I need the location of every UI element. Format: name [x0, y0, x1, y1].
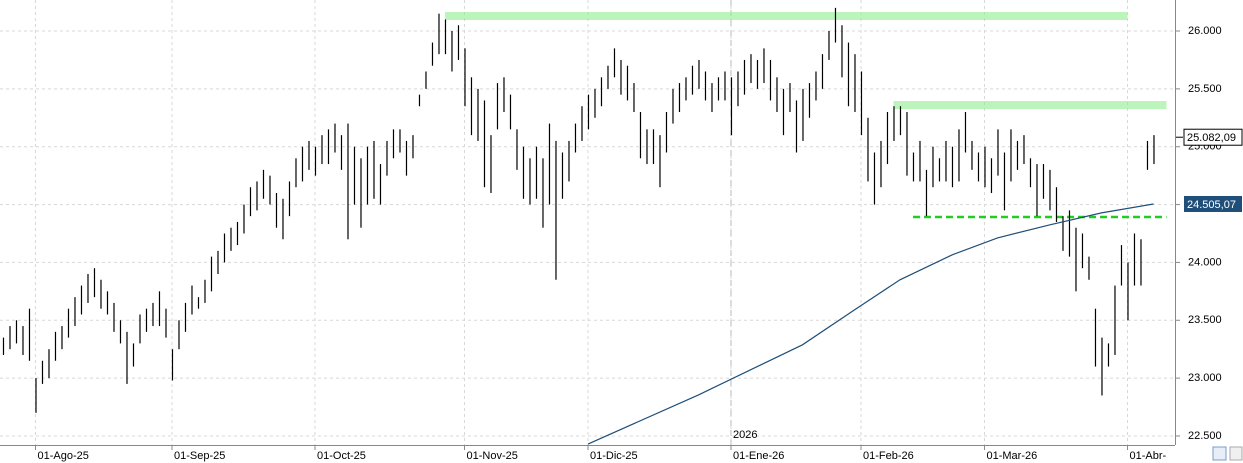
- last-price-box: [1183, 128, 1243, 146]
- x-tick-label: 01-Oct-25: [317, 450, 366, 462]
- add-icon[interactable]: [1229, 446, 1243, 461]
- x-tick-label: 01-Abr-: [1129, 450, 1166, 462]
- save-icon[interactable]: [1212, 446, 1227, 461]
- x-tick-label: 01-Feb-26: [863, 450, 914, 462]
- y-tick-label: 26.000: [1188, 25, 1222, 37]
- x-tick-label: 01-Mar-26: [986, 450, 1037, 462]
- y-tick-label: 24.000: [1188, 256, 1222, 268]
- last-price-label: 25.082,09: [1187, 132, 1236, 144]
- ma-label-box: [1184, 195, 1242, 212]
- x-tick-label: 01-Ago-25: [37, 450, 88, 462]
- y-tick-label: 25.500: [1188, 83, 1222, 95]
- y-tick-label: 23.000: [1188, 372, 1222, 384]
- x-tick-label: 01-Ene-26: [733, 450, 784, 462]
- x-tick-label: 01-Sep-25: [174, 450, 225, 462]
- moving-average: [587, 203, 1154, 445]
- y-tick-label: 23.500: [1188, 314, 1222, 326]
- x-tick-label: 01-Dic-25: [590, 450, 638, 462]
- year-annotation: 2026: [733, 429, 757, 441]
- ma-label: 24.505,07: [1187, 199, 1236, 211]
- x-tick-label: 01-Nov-25: [466, 450, 517, 462]
- y-tick-label: 22.500: [1188, 430, 1222, 442]
